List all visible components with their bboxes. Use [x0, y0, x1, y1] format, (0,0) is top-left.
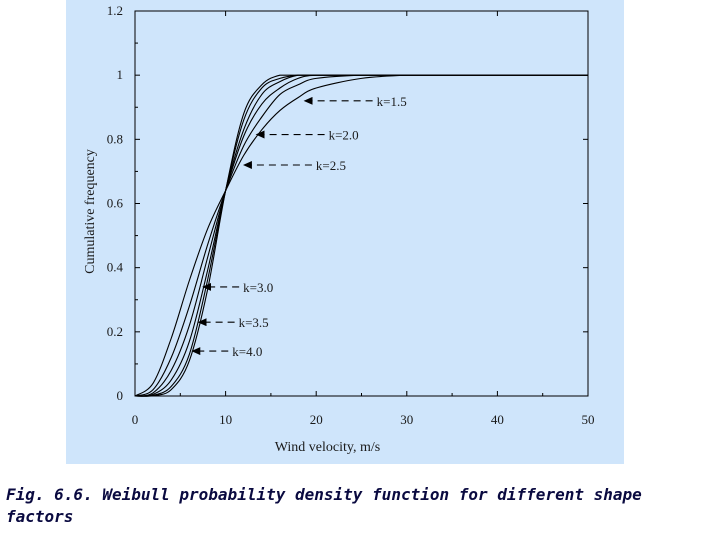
series-line-k-4-0	[134, 74, 588, 397]
plot-frame	[134, 10, 589, 397]
series-line-k-2-5	[134, 74, 588, 397]
y-tick-label: 0.2	[107, 324, 123, 339]
annotation-label: k=1.5	[377, 94, 407, 109]
y-axis-label: Cumulative frequency	[83, 149, 98, 274]
x-tick-label: 50	[582, 412, 595, 427]
annotation-label: k=2.5	[316, 158, 346, 173]
x-tick-label: 30	[400, 412, 413, 427]
y-tick-label: 0.4	[107, 260, 124, 275]
y-tick-label: 1	[117, 67, 124, 82]
series-line-k-3-0	[134, 74, 588, 397]
x-axis-label: Wind velocity, m/s	[275, 440, 380, 455]
annotation-label: k=3.0	[243, 280, 273, 295]
annotation-label: k=4.0	[232, 344, 262, 359]
series-line-k-3-5	[134, 74, 588, 397]
y-tick-label: 0	[117, 388, 124, 403]
series-line-k-1-5	[134, 74, 588, 397]
x-tick-label: 40	[491, 412, 504, 427]
y-tick-label: 0.6	[107, 196, 124, 211]
y-tick-label: 0.8	[107, 131, 123, 146]
chart-panel: 0 10 20 30 40 50 0 0.2 0.4 0.6 0.8 1 1.2 Wind velocit…	[66, 0, 624, 464]
annotation-label: k=3.5	[239, 315, 269, 330]
weibull-cdf-chart: 0 10 20 30 40 50 0 0.2 0.4 0.6 0.8 1 1.2 Wind velocit…	[83, 3, 595, 455]
annotation-label: k=2.0	[329, 128, 359, 143]
x-tick-label: 0	[132, 412, 139, 427]
figure-caption: Fig. 6.6. Weibull probability density fu…	[6, 485, 642, 526]
y-tick-label: 1.2	[107, 3, 123, 18]
x-tick-label: 20	[310, 412, 323, 427]
series-line-k-2-0	[134, 74, 588, 397]
x-tick-label: 10	[219, 412, 232, 427]
